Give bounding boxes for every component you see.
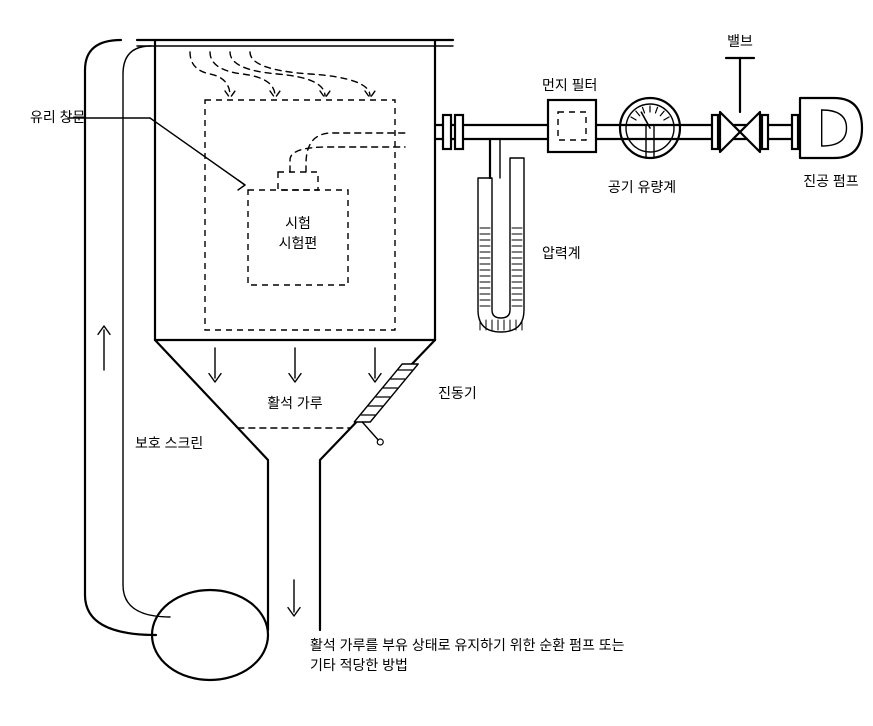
label-footnote-2: 기타 적당한 방법 [310,657,408,673]
label-protection-screen: 보호 스크린 [135,435,203,451]
label-valve: 밸브 [727,33,753,49]
label-pressure-gauge: 압력계 [542,245,581,261]
label-vacuum-pump: 진공 펌프 [803,173,859,189]
label-vibrator: 진동기 [438,385,477,401]
label-talc-powder: 활석 가루 [267,395,323,411]
label-glass-window: 유리 창문 [30,109,86,125]
label-test-piece-2: 시험편 [279,235,318,251]
label-air-flow-meter: 공기 유량계 [608,179,676,195]
label-footnote-1: 활석 가루를 부유 상태로 유지하기 위한 순환 펌프 또는 [310,637,625,653]
label-dust-filter: 먼지 필터 [542,77,597,93]
label-test-piece-1: 시험 [285,215,311,231]
